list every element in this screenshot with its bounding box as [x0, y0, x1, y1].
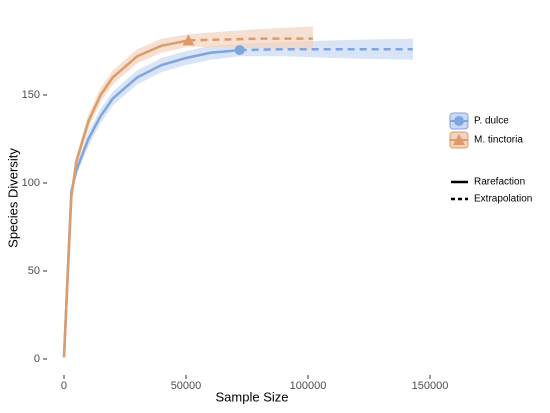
x-tick-label: 50000 [171, 380, 202, 392]
x-axis-title: Sample Size [216, 389, 289, 404]
plot-panel [62, 26, 413, 358]
extrapolation-line [239, 47, 413, 52]
x-tick-label: 0 [61, 380, 67, 392]
observed-point [182, 34, 195, 46]
legend-label: P. dulce [474, 116, 509, 127]
y-tick-label: 50 [28, 265, 40, 277]
x-tick-label: 150000 [412, 380, 449, 392]
rarefaction-line [62, 48, 240, 358]
y-tick-label: 150 [22, 89, 40, 101]
legend-marker [454, 116, 464, 126]
observed-point [234, 45, 245, 56]
confidence-band [63, 43, 240, 358]
rarefaction-line [62, 39, 189, 358]
x-tick-label: 100000 [290, 380, 327, 392]
legend-label: M. tinctoria [474, 135, 523, 146]
legend-label: Rarefaction [474, 177, 525, 188]
y-axis-title: Species Diversity [5, 148, 20, 248]
legend-marker [453, 134, 465, 145]
extrapolation-line [188, 37, 313, 42]
legend-label: Extrapolation [474, 194, 532, 205]
y-tick-label: 100 [22, 177, 40, 189]
y-tick-label: 0 [34, 353, 40, 365]
